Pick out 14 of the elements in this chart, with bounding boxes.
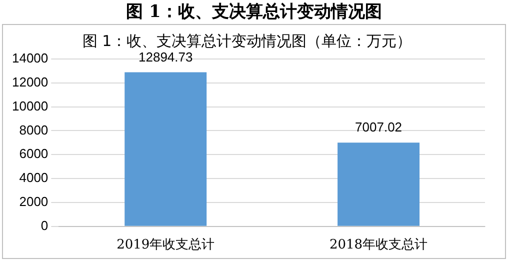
y-tick-label: 12000 (12, 74, 48, 90)
x-tick-label: 2018年收支总计 (329, 238, 428, 253)
y-tick-label: 14000 (12, 50, 48, 66)
y-tick-label: 8000 (19, 122, 48, 138)
y-tick-label: 4000 (19, 170, 48, 186)
y-tick-label: 10000 (12, 98, 48, 114)
data-label: 7007.02 (355, 120, 402, 135)
data-label: 12894.73 (138, 49, 193, 64)
y-tick-label: 0 (40, 218, 48, 233)
y-tick-label: 6000 (19, 146, 48, 162)
y-tick-label: 2000 (19, 194, 48, 210)
x-tick-label: 2019年收支总计 (116, 238, 215, 253)
chart-title: 图 1：收、支决算总计变动情况图 (125, 1, 383, 24)
chart-subtitle: 图 1：收、支决算总计变动情况图（单位：万元） (82, 32, 412, 50)
